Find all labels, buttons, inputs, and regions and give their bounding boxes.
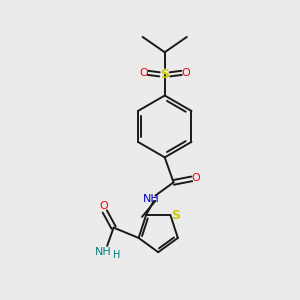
Text: S: S	[171, 209, 180, 222]
Text: O: O	[181, 68, 190, 78]
Text: O: O	[99, 201, 108, 211]
Text: S: S	[160, 68, 169, 81]
Text: NH: NH	[142, 194, 159, 204]
Text: O: O	[140, 68, 148, 78]
Text: H: H	[113, 250, 120, 260]
Text: NH: NH	[95, 248, 112, 257]
Text: O: O	[191, 173, 200, 183]
